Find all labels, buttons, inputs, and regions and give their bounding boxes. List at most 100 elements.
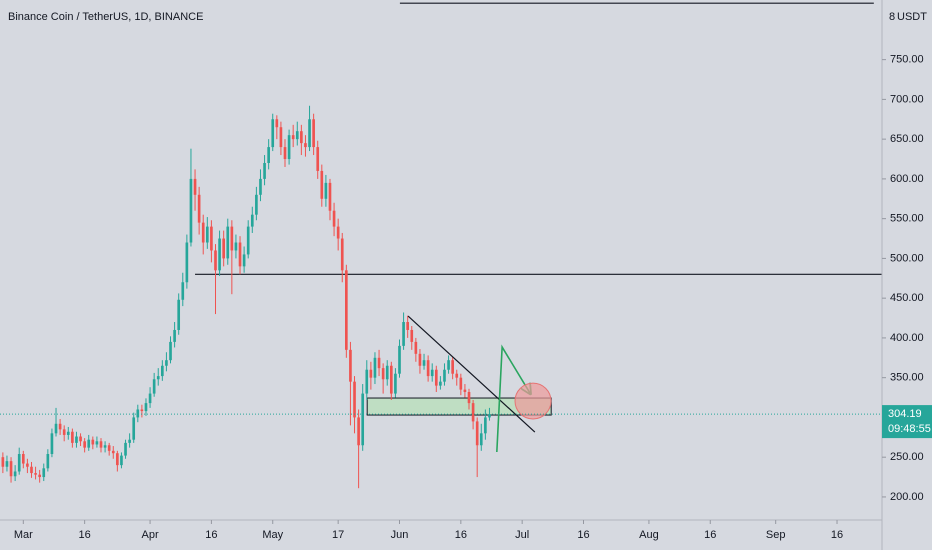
candle-body	[463, 389, 467, 392]
candle-body	[173, 329, 176, 342]
candle-body	[58, 423, 62, 430]
candle-body	[120, 455, 123, 466]
candle-body	[459, 377, 463, 390]
candle-body	[291, 135, 295, 140]
y-tick-label: 450.00	[890, 292, 924, 304]
candle-body	[263, 162, 266, 179]
circle-marker	[514, 382, 552, 420]
candle-body	[91, 439, 95, 445]
candle-body	[242, 254, 246, 267]
candle-body	[34, 473, 37, 475]
candle-body	[214, 250, 217, 271]
y-tick-label: 350.00	[890, 372, 924, 384]
candle-body	[328, 182, 332, 211]
trend-line	[407, 315, 536, 433]
candle-body	[479, 433, 483, 446]
candle-body	[365, 369, 369, 394]
candle-body	[87, 439, 91, 448]
candle-body	[9, 461, 13, 477]
candle-body	[1, 457, 5, 467]
candle-body	[467, 391, 471, 404]
x-tick-label: 16	[205, 529, 217, 541]
candle-body	[42, 468, 46, 478]
candle-body	[185, 242, 189, 283]
x-tick-label: 16	[577, 529, 589, 541]
y-tick-label: 550.00	[890, 213, 924, 225]
candle-body	[62, 429, 66, 435]
candle-body	[161, 365, 164, 377]
candle-body	[13, 471, 17, 477]
candle-body	[111, 450, 115, 454]
candle-body	[152, 379, 156, 394]
candle-body	[324, 182, 328, 199]
x-tick-label: Jul	[515, 529, 529, 541]
candle-body	[455, 373, 459, 378]
candle-body	[156, 376, 160, 380]
candle-body	[226, 226, 230, 259]
price-label-box	[882, 405, 932, 439]
zone	[366, 397, 552, 416]
candle-body	[148, 393, 152, 404]
candle-body	[116, 453, 119, 466]
candle-body	[377, 357, 381, 369]
countdown-label: 09:48:55	[888, 423, 931, 435]
candle-body	[26, 463, 29, 467]
x-tick-label: 16	[79, 529, 91, 541]
candle-body	[136, 409, 140, 418]
candle-body	[165, 360, 168, 366]
candle-body	[381, 368, 385, 380]
candle-body	[336, 226, 340, 239]
candle-body	[434, 369, 438, 386]
y-tick-label: 400.00	[890, 332, 924, 344]
x-tick-label: 16	[455, 529, 467, 541]
candle-body	[430, 369, 434, 377]
candle-body	[54, 423, 58, 434]
candle-body	[222, 238, 225, 259]
candle-body	[144, 403, 148, 412]
candle-body	[140, 409, 144, 412]
y-tick-label: 500.00	[890, 252, 924, 264]
y-tick-label: 700.00	[890, 93, 924, 105]
candle-body	[5, 461, 9, 467]
candle-body	[312, 119, 315, 148]
candle-body	[17, 454, 21, 472]
axis-unit: USDT	[897, 11, 927, 23]
candle-body	[361, 393, 365, 446]
candle-body	[234, 242, 238, 251]
x-tick-label: 16	[704, 529, 716, 541]
candle-body	[79, 436, 82, 442]
candle-body	[279, 127, 283, 148]
candle-body	[177, 299, 181, 330]
candle-body	[340, 238, 344, 271]
y-tick-label: 250.00	[890, 451, 924, 463]
candle-body	[271, 119, 275, 148]
candle-body	[414, 341, 418, 354]
candle-body	[201, 222, 205, 243]
arrow	[496, 344, 530, 453]
candle-body	[426, 360, 430, 377]
x-tick-label: Apr	[142, 529, 159, 541]
candle-body	[443, 369, 446, 382]
candle-body	[349, 349, 352, 382]
candle-body	[189, 178, 193, 243]
candle-body	[181, 282, 185, 300]
candle-body	[71, 431, 74, 443]
candle-body	[46, 454, 50, 469]
candle-body	[255, 194, 258, 215]
candle-body	[385, 365, 389, 380]
candle-body	[402, 322, 405, 346]
candle-body	[193, 178, 197, 195]
candle-body	[373, 357, 377, 378]
candle-body	[95, 441, 99, 445]
candle-body	[283, 147, 287, 160]
candle-body	[275, 119, 279, 128]
candle-body	[169, 341, 172, 361]
x-tick-label: Sep	[766, 529, 786, 541]
x-tick-label: 17	[332, 529, 344, 541]
candle-body	[406, 322, 410, 330]
candle-body	[197, 194, 201, 223]
candle-body	[124, 442, 127, 456]
candle-body	[83, 441, 86, 448]
x-tick-label: Aug	[639, 529, 659, 541]
